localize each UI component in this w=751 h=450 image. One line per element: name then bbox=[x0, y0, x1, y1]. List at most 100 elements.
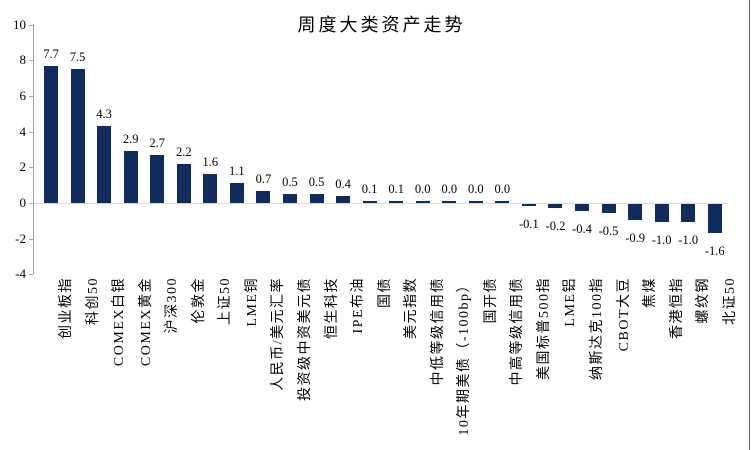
y-axis-tick bbox=[29, 95, 33, 97]
bar-value-label: 0.7 bbox=[255, 171, 272, 186]
category-label: COMEX黄金 bbox=[138, 277, 154, 367]
bar-value-label: 0.0 bbox=[494, 182, 511, 197]
y-axis-tick-label: 2 bbox=[19, 159, 27, 175]
bar bbox=[442, 201, 457, 203]
chart-title: 周度大类资产走势 bbox=[297, 15, 466, 35]
bar bbox=[415, 201, 430, 203]
y-axis-tick bbox=[29, 131, 33, 133]
bar bbox=[282, 194, 297, 203]
bar-value-label: 0.0 bbox=[467, 182, 484, 197]
category-label: 中高等级信用债 bbox=[510, 277, 526, 386]
bar-value-label: -0.1 bbox=[518, 216, 539, 231]
bar-value-label: 1.1 bbox=[229, 164, 245, 179]
bar-value-label: 0.4 bbox=[335, 176, 351, 191]
bar bbox=[628, 204, 643, 221]
category-label: 中低等级信用债 bbox=[430, 277, 446, 386]
bar bbox=[601, 204, 616, 213]
bar bbox=[123, 151, 138, 203]
bar-value-label: 0.0 bbox=[414, 182, 431, 197]
category-label: LME铜 bbox=[244, 277, 260, 327]
category-label: COMEX白银 bbox=[112, 277, 128, 367]
bar bbox=[336, 195, 351, 203]
bar bbox=[203, 174, 218, 203]
bar bbox=[256, 190, 271, 203]
y-axis-tick bbox=[29, 274, 33, 276]
bar-value-label: -1.0 bbox=[651, 232, 672, 247]
bar bbox=[654, 204, 669, 222]
category-label: 螺纹钢 bbox=[696, 277, 712, 324]
category-label: 人民币/美元汇率 bbox=[271, 277, 287, 391]
bar bbox=[389, 201, 404, 203]
y-axis-tick bbox=[29, 203, 33, 204]
y-axis-tick-label: -2 bbox=[15, 230, 26, 246]
category-label: 美国标普500指 bbox=[536, 277, 552, 380]
category-label: 国债 bbox=[377, 277, 393, 308]
category-label: 10年期美债（-100bp） bbox=[457, 277, 473, 436]
bar-value-label: 0.5 bbox=[308, 175, 325, 190]
bar bbox=[575, 204, 589, 212]
y-axis-tick-label: 8 bbox=[19, 52, 27, 68]
category-label: 创业板指 bbox=[59, 277, 74, 339]
bar bbox=[468, 201, 483, 203]
category-label: 北证50 bbox=[722, 277, 738, 325]
bar-value-label: 7.7 bbox=[43, 46, 59, 61]
bar-value-label: 7.5 bbox=[69, 50, 86, 65]
category-label: LME铝 bbox=[563, 277, 579, 327]
page-right-border bbox=[748, 0, 750, 450]
bar bbox=[44, 65, 58, 203]
bar-value-label: 4.3 bbox=[96, 107, 112, 122]
y-axis-line bbox=[33, 24, 34, 274]
bar-value-label: -1.0 bbox=[678, 232, 699, 247]
y-axis-tick-label: 0 bbox=[19, 195, 27, 210]
category-label: 投资级中资美元债 bbox=[297, 277, 313, 401]
category-label: 国开债 bbox=[483, 277, 499, 324]
category-label: 焦煤 bbox=[643, 277, 659, 308]
y-axis-tick-label: -4 bbox=[15, 266, 26, 282]
y-axis-tick bbox=[29, 24, 33, 26]
bar-value-label: 1.6 bbox=[202, 155, 219, 170]
bar-value-label: 0.0 bbox=[441, 182, 458, 197]
y-axis-tick bbox=[29, 60, 33, 62]
category-label: CBOT大豆 bbox=[616, 277, 632, 352]
y-axis-tick bbox=[29, 238, 33, 240]
bar-value-label: 0.1 bbox=[361, 182, 378, 197]
category-label: 伦敦金 bbox=[191, 277, 207, 324]
bar bbox=[176, 163, 191, 203]
category-label: 科创50 bbox=[85, 277, 101, 325]
bar bbox=[97, 126, 112, 203]
bar-value-label: 2.2 bbox=[175, 144, 192, 159]
bar bbox=[362, 201, 377, 203]
category-label: 上证50 bbox=[218, 277, 234, 325]
bar bbox=[548, 204, 563, 208]
category-label: 美元指数 bbox=[404, 277, 420, 339]
y-axis-tick bbox=[29, 167, 33, 169]
bar bbox=[229, 183, 244, 203]
bar-value-label: 0.1 bbox=[388, 182, 404, 197]
bar bbox=[495, 201, 510, 203]
bar bbox=[70, 69, 85, 203]
zero-gridline bbox=[34, 203, 728, 204]
bar bbox=[681, 204, 696, 222]
bar-value-label: -0.2 bbox=[545, 218, 566, 233]
category-label: 纳斯达克100指 bbox=[590, 277, 605, 380]
bar bbox=[521, 204, 536, 206]
bar bbox=[707, 204, 722, 233]
category-label: IPE布油 bbox=[351, 277, 367, 334]
bar bbox=[150, 154, 165, 203]
bar-value-label: 2.7 bbox=[149, 135, 165, 150]
y-axis-tick-label: 10 bbox=[13, 16, 26, 32]
bar-value-label: -0.4 bbox=[572, 222, 592, 237]
bar-value-label: 0.5 bbox=[282, 175, 298, 190]
bar bbox=[309, 194, 324, 203]
bar-value-label: 2.9 bbox=[122, 132, 139, 147]
y-axis-tick-label: 6 bbox=[19, 87, 27, 103]
bar-value-label: -1.6 bbox=[704, 243, 725, 258]
bar-value-label: -0.5 bbox=[598, 223, 619, 238]
category-label: 恒生科技 bbox=[324, 277, 340, 339]
bar-value-label: -0.9 bbox=[625, 231, 645, 246]
category-label: 沪深300 bbox=[165, 277, 181, 334]
y-axis-tick-label: 4 bbox=[19, 123, 27, 139]
category-label: 香港恒指 bbox=[669, 277, 685, 339]
